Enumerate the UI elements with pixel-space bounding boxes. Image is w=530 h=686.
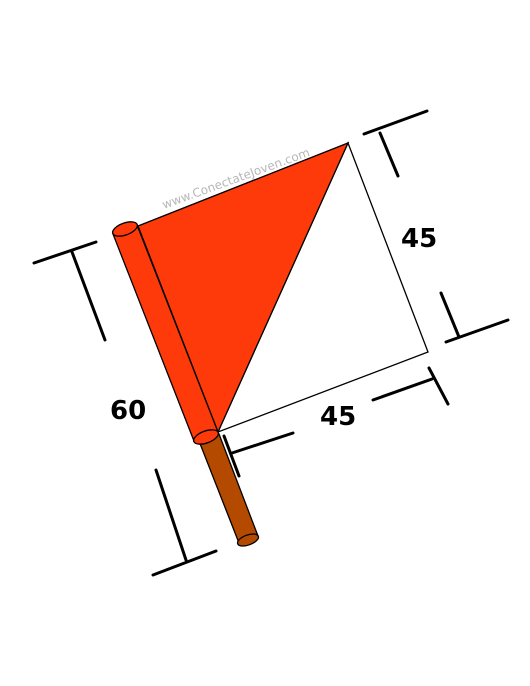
flag-pole-end (236, 533, 260, 547)
label-side-right: 45 (401, 224, 437, 254)
dimension-right-side (362, 109, 510, 344)
label-side-bottom: 45 (320, 402, 356, 432)
flag-sleeve-bottom (192, 429, 220, 445)
label-height: 60 (110, 396, 146, 426)
dimension-bottom-side (222, 366, 450, 478)
flag-sleeve-top (111, 221, 139, 237)
dimension-height (32, 240, 218, 577)
